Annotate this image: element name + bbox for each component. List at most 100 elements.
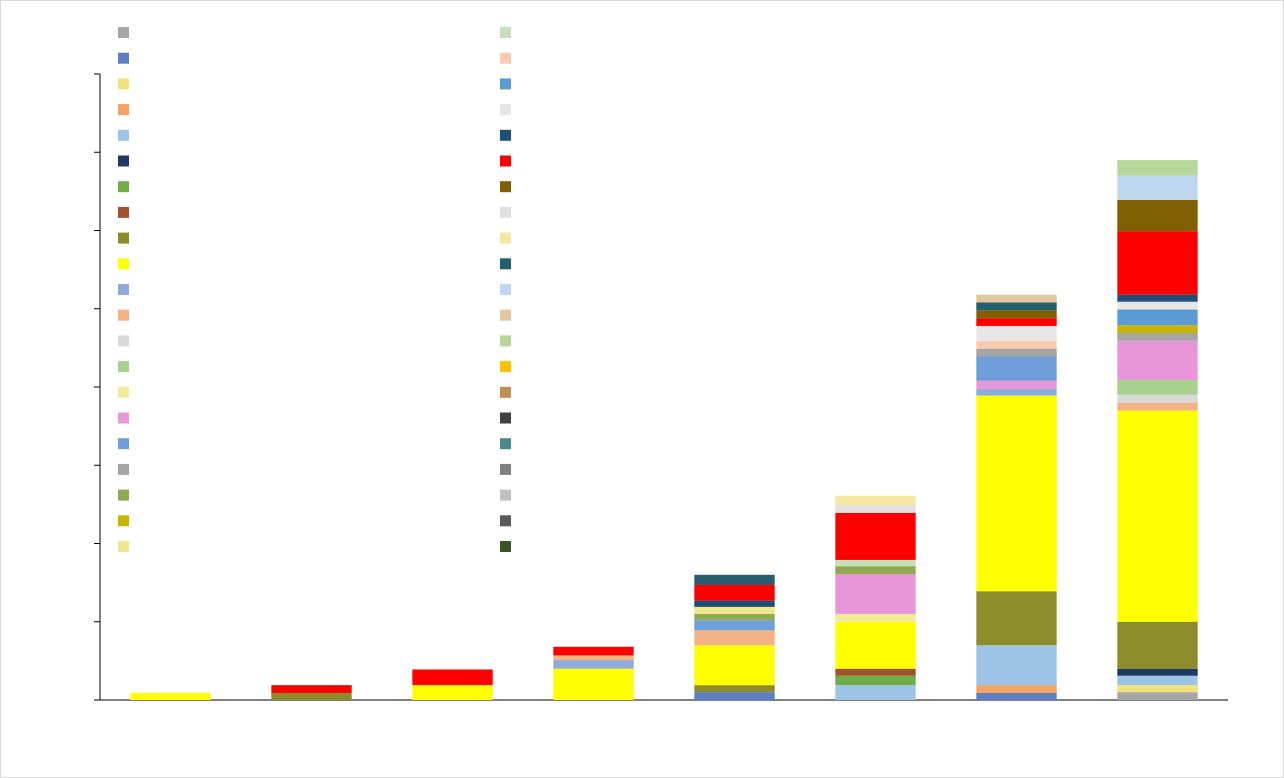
legend-swatch <box>118 463 129 475</box>
bar-segment <box>1117 309 1198 326</box>
bar-segment <box>1117 394 1198 403</box>
legend-swatch <box>118 541 129 552</box>
bar-segment <box>976 388 1057 396</box>
bar-segment <box>1117 294 1198 302</box>
bar-segment <box>976 380 1057 389</box>
bar-segment <box>694 574 775 585</box>
bar-segment <box>1117 402 1198 411</box>
legend-swatch <box>500 129 511 141</box>
bar-segment <box>1117 410 1198 622</box>
legend-swatch <box>118 78 129 90</box>
legend-swatch <box>500 258 511 270</box>
legend-swatch <box>500 309 511 321</box>
bar-segment <box>412 685 493 700</box>
legend-swatch <box>118 438 129 450</box>
legend-swatch <box>500 155 511 167</box>
legend-swatch <box>118 232 129 244</box>
bar-segment <box>976 645 1057 686</box>
bar-segment <box>835 574 916 614</box>
legend-swatch <box>500 206 511 218</box>
bar-segment <box>694 584 775 601</box>
legend-swatch <box>118 258 129 270</box>
bar-segment <box>553 660 634 669</box>
bar-segment <box>976 692 1057 700</box>
legend-swatch <box>118 515 129 527</box>
legend-swatch <box>118 489 129 501</box>
bar-segment <box>130 692 211 700</box>
bar-segment <box>694 645 775 686</box>
bar-segment <box>835 613 916 622</box>
bar-segment <box>694 613 775 621</box>
bar-segment <box>976 395 1057 592</box>
legend-swatch <box>118 386 129 398</box>
bar-segment <box>1117 160 1198 176</box>
legend-swatch <box>500 361 511 373</box>
legend-swatch <box>118 52 129 64</box>
bar-segment <box>976 685 1057 693</box>
bar-segment <box>1117 199 1198 232</box>
bar-segment <box>694 606 775 614</box>
legend-swatch <box>500 52 511 64</box>
bar-segment <box>835 621 916 669</box>
bar-segment <box>976 340 1057 349</box>
bar-segment <box>1117 685 1198 693</box>
legend-swatch <box>118 104 129 116</box>
bar-segment <box>1117 379 1198 395</box>
legend-swatch <box>500 489 511 501</box>
bar-segment <box>1117 333 1198 341</box>
bar-segment <box>553 655 634 661</box>
bar-segment <box>412 669 493 686</box>
bar-segment <box>835 495 916 506</box>
legend-swatch <box>500 386 511 398</box>
legend-swatch <box>118 335 129 347</box>
bar-segment <box>1117 301 1198 310</box>
legend-swatch <box>500 181 511 193</box>
bar-segment <box>694 685 775 693</box>
bar-segment <box>1117 340 1198 380</box>
legend-swatch <box>500 78 511 90</box>
legend-swatch <box>500 541 511 552</box>
bar-segment <box>1117 325 1198 334</box>
legend-swatch <box>500 412 511 424</box>
legend-swatch <box>500 104 511 116</box>
legend-swatch <box>118 412 129 424</box>
bar-segment <box>835 566 916 575</box>
legend-swatch <box>118 181 129 193</box>
legend-swatch <box>500 27 511 38</box>
bar-segment <box>1117 231 1198 295</box>
bar-segment <box>694 600 775 607</box>
legend-swatch <box>500 284 511 295</box>
bar-segment <box>835 668 916 676</box>
bar-segment <box>976 356 1057 381</box>
bar-segment <box>553 668 634 700</box>
legend-swatch <box>500 335 511 347</box>
bar-segment <box>694 630 775 646</box>
legend-swatch <box>500 515 511 527</box>
bar-segment <box>976 310 1057 319</box>
bar-segment <box>1117 692 1198 700</box>
bar-segment <box>976 318 1057 326</box>
bar-segment <box>976 325 1057 341</box>
legend-swatch <box>118 361 129 373</box>
bar-segment <box>1117 668 1198 676</box>
bar-segment <box>835 559 916 567</box>
bar-segment <box>694 620 775 631</box>
bar-segment <box>976 294 1057 303</box>
bar-segment <box>835 505 916 513</box>
bar-segment <box>553 646 634 656</box>
bar-segment <box>1117 675 1198 686</box>
bar-segment <box>976 348 1057 357</box>
legend-swatch <box>500 438 511 450</box>
legend-swatch <box>118 309 129 321</box>
bar-segment <box>271 685 352 693</box>
bar-segment <box>1117 175 1198 200</box>
legend-swatch <box>118 206 129 218</box>
bar-segment <box>835 685 916 700</box>
bar-segment <box>835 675 916 686</box>
legend-swatch <box>500 232 511 244</box>
bar-segment <box>976 302 1057 311</box>
bar-segment <box>694 692 775 700</box>
legend-swatch <box>118 155 129 167</box>
